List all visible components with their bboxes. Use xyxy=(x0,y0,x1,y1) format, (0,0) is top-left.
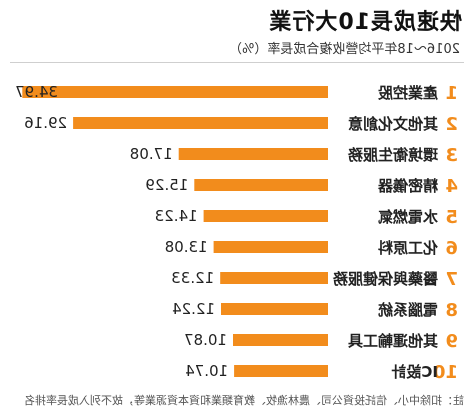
rank-label: 8 xyxy=(445,300,458,321)
rank-label: 5 xyxy=(445,207,458,228)
chart-footnote: 註：扣除中小、信託投資公司、農林漁牧、教育類業和資本資源業等，故不列入成長率排名 xyxy=(24,394,464,407)
bar xyxy=(194,179,328,191)
category-label: 其他運輸工具 xyxy=(348,332,438,350)
rank-label: 4 xyxy=(445,176,458,197)
bar xyxy=(73,117,328,129)
rank-label: 6 xyxy=(445,238,458,259)
rank-label: 9 xyxy=(445,331,458,352)
value-label: 10.87 xyxy=(184,331,227,349)
bar xyxy=(233,334,328,346)
category-label: 電腦系統 xyxy=(378,301,438,319)
rank-label: 7 xyxy=(445,269,458,290)
value-label: 10.74 xyxy=(185,362,228,380)
bar xyxy=(178,148,328,160)
category-label: 化工原料 xyxy=(378,239,438,257)
value-label: 15.29 xyxy=(145,176,188,194)
category-label: 產業控股 xyxy=(377,84,439,102)
value-label: 17.08 xyxy=(130,145,173,163)
value-label: 34.97 xyxy=(15,83,58,101)
value-label: 13.08 xyxy=(165,238,208,256)
value-label: 14.23 xyxy=(155,207,198,225)
bar xyxy=(203,210,328,222)
bar xyxy=(22,86,328,98)
bar xyxy=(221,303,328,315)
value-label: 29.16 xyxy=(24,114,67,132)
rank-label: 2 xyxy=(445,114,458,135)
bar xyxy=(220,272,328,284)
rank-label: 1 xyxy=(445,83,458,104)
category-label: 精密儀器 xyxy=(377,177,438,195)
value-label: 12.24 xyxy=(172,300,215,318)
category-label: 醫藥與保健服務 xyxy=(332,270,438,288)
value-label: 12.33 xyxy=(171,269,214,287)
category-label: IC設計 xyxy=(391,363,438,381)
bar xyxy=(234,365,328,377)
rank-label: 3 xyxy=(445,145,458,166)
category-label: 其他文化創意 xyxy=(348,115,438,133)
category-label: 水電燃氣 xyxy=(378,208,438,226)
category-label: 環境衛生服務 xyxy=(347,146,438,164)
rank-label: 10 xyxy=(433,362,458,383)
bar xyxy=(213,241,328,253)
